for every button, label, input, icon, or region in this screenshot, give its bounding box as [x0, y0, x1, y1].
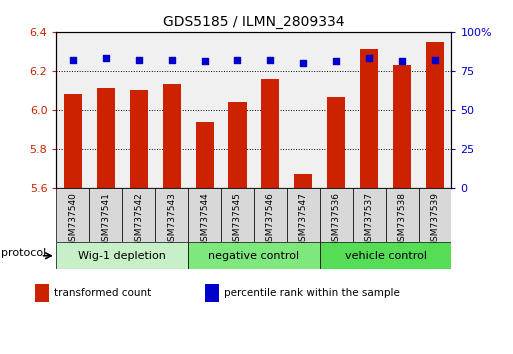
Bar — [221, 188, 254, 242]
Text: Wig-1 depletion: Wig-1 depletion — [78, 251, 166, 261]
Bar — [130, 90, 148, 188]
Text: GSM737544: GSM737544 — [200, 192, 209, 247]
Bar — [155, 188, 188, 242]
Point — [365, 56, 373, 61]
Text: GSM737536: GSM737536 — [332, 192, 341, 247]
Bar — [195, 122, 213, 188]
Bar — [205, 284, 219, 302]
Title: GDS5185 / ILMN_2809334: GDS5185 / ILMN_2809334 — [163, 16, 345, 29]
Bar — [393, 65, 411, 188]
Point — [134, 57, 143, 63]
Point — [299, 60, 307, 66]
Text: GSM737541: GSM737541 — [101, 192, 110, 247]
Bar — [56, 242, 188, 269]
Bar — [386, 188, 419, 242]
Text: GSM737543: GSM737543 — [167, 192, 176, 247]
Bar — [97, 88, 115, 188]
Point — [201, 59, 209, 64]
Bar — [89, 188, 122, 242]
Bar — [320, 242, 451, 269]
Text: GSM737547: GSM737547 — [299, 192, 308, 247]
Bar — [56, 188, 89, 242]
Bar — [261, 79, 280, 188]
Text: GSM737540: GSM737540 — [68, 192, 77, 247]
Text: GSM737538: GSM737538 — [398, 192, 407, 247]
Bar — [294, 174, 312, 188]
Bar — [327, 97, 345, 188]
Bar — [360, 50, 378, 188]
Text: percentile rank within the sample: percentile rank within the sample — [224, 288, 400, 298]
Bar — [320, 188, 353, 242]
Bar — [287, 188, 320, 242]
Bar — [353, 188, 386, 242]
Text: protocol: protocol — [1, 248, 46, 258]
Text: GSM737545: GSM737545 — [233, 192, 242, 247]
Point — [266, 57, 274, 63]
Bar — [419, 188, 451, 242]
Text: GSM737537: GSM737537 — [365, 192, 373, 247]
Bar — [122, 188, 155, 242]
Point — [398, 59, 406, 64]
Bar — [188, 188, 221, 242]
Bar — [163, 85, 181, 188]
Point — [102, 56, 110, 61]
Bar — [228, 102, 247, 188]
Point — [431, 57, 439, 63]
Bar — [426, 42, 444, 188]
Bar — [35, 284, 49, 302]
Point — [233, 57, 242, 63]
Text: transformed count: transformed count — [54, 288, 151, 298]
Text: negative control: negative control — [208, 251, 300, 261]
Text: GSM737542: GSM737542 — [134, 192, 143, 247]
Bar — [64, 94, 82, 188]
Text: vehicle control: vehicle control — [345, 251, 427, 261]
Text: GSM737546: GSM737546 — [266, 192, 275, 247]
Text: GSM737539: GSM737539 — [430, 192, 440, 247]
Point — [332, 59, 340, 64]
Point — [168, 57, 176, 63]
Point — [69, 57, 77, 63]
Bar — [188, 242, 320, 269]
Bar — [254, 188, 287, 242]
